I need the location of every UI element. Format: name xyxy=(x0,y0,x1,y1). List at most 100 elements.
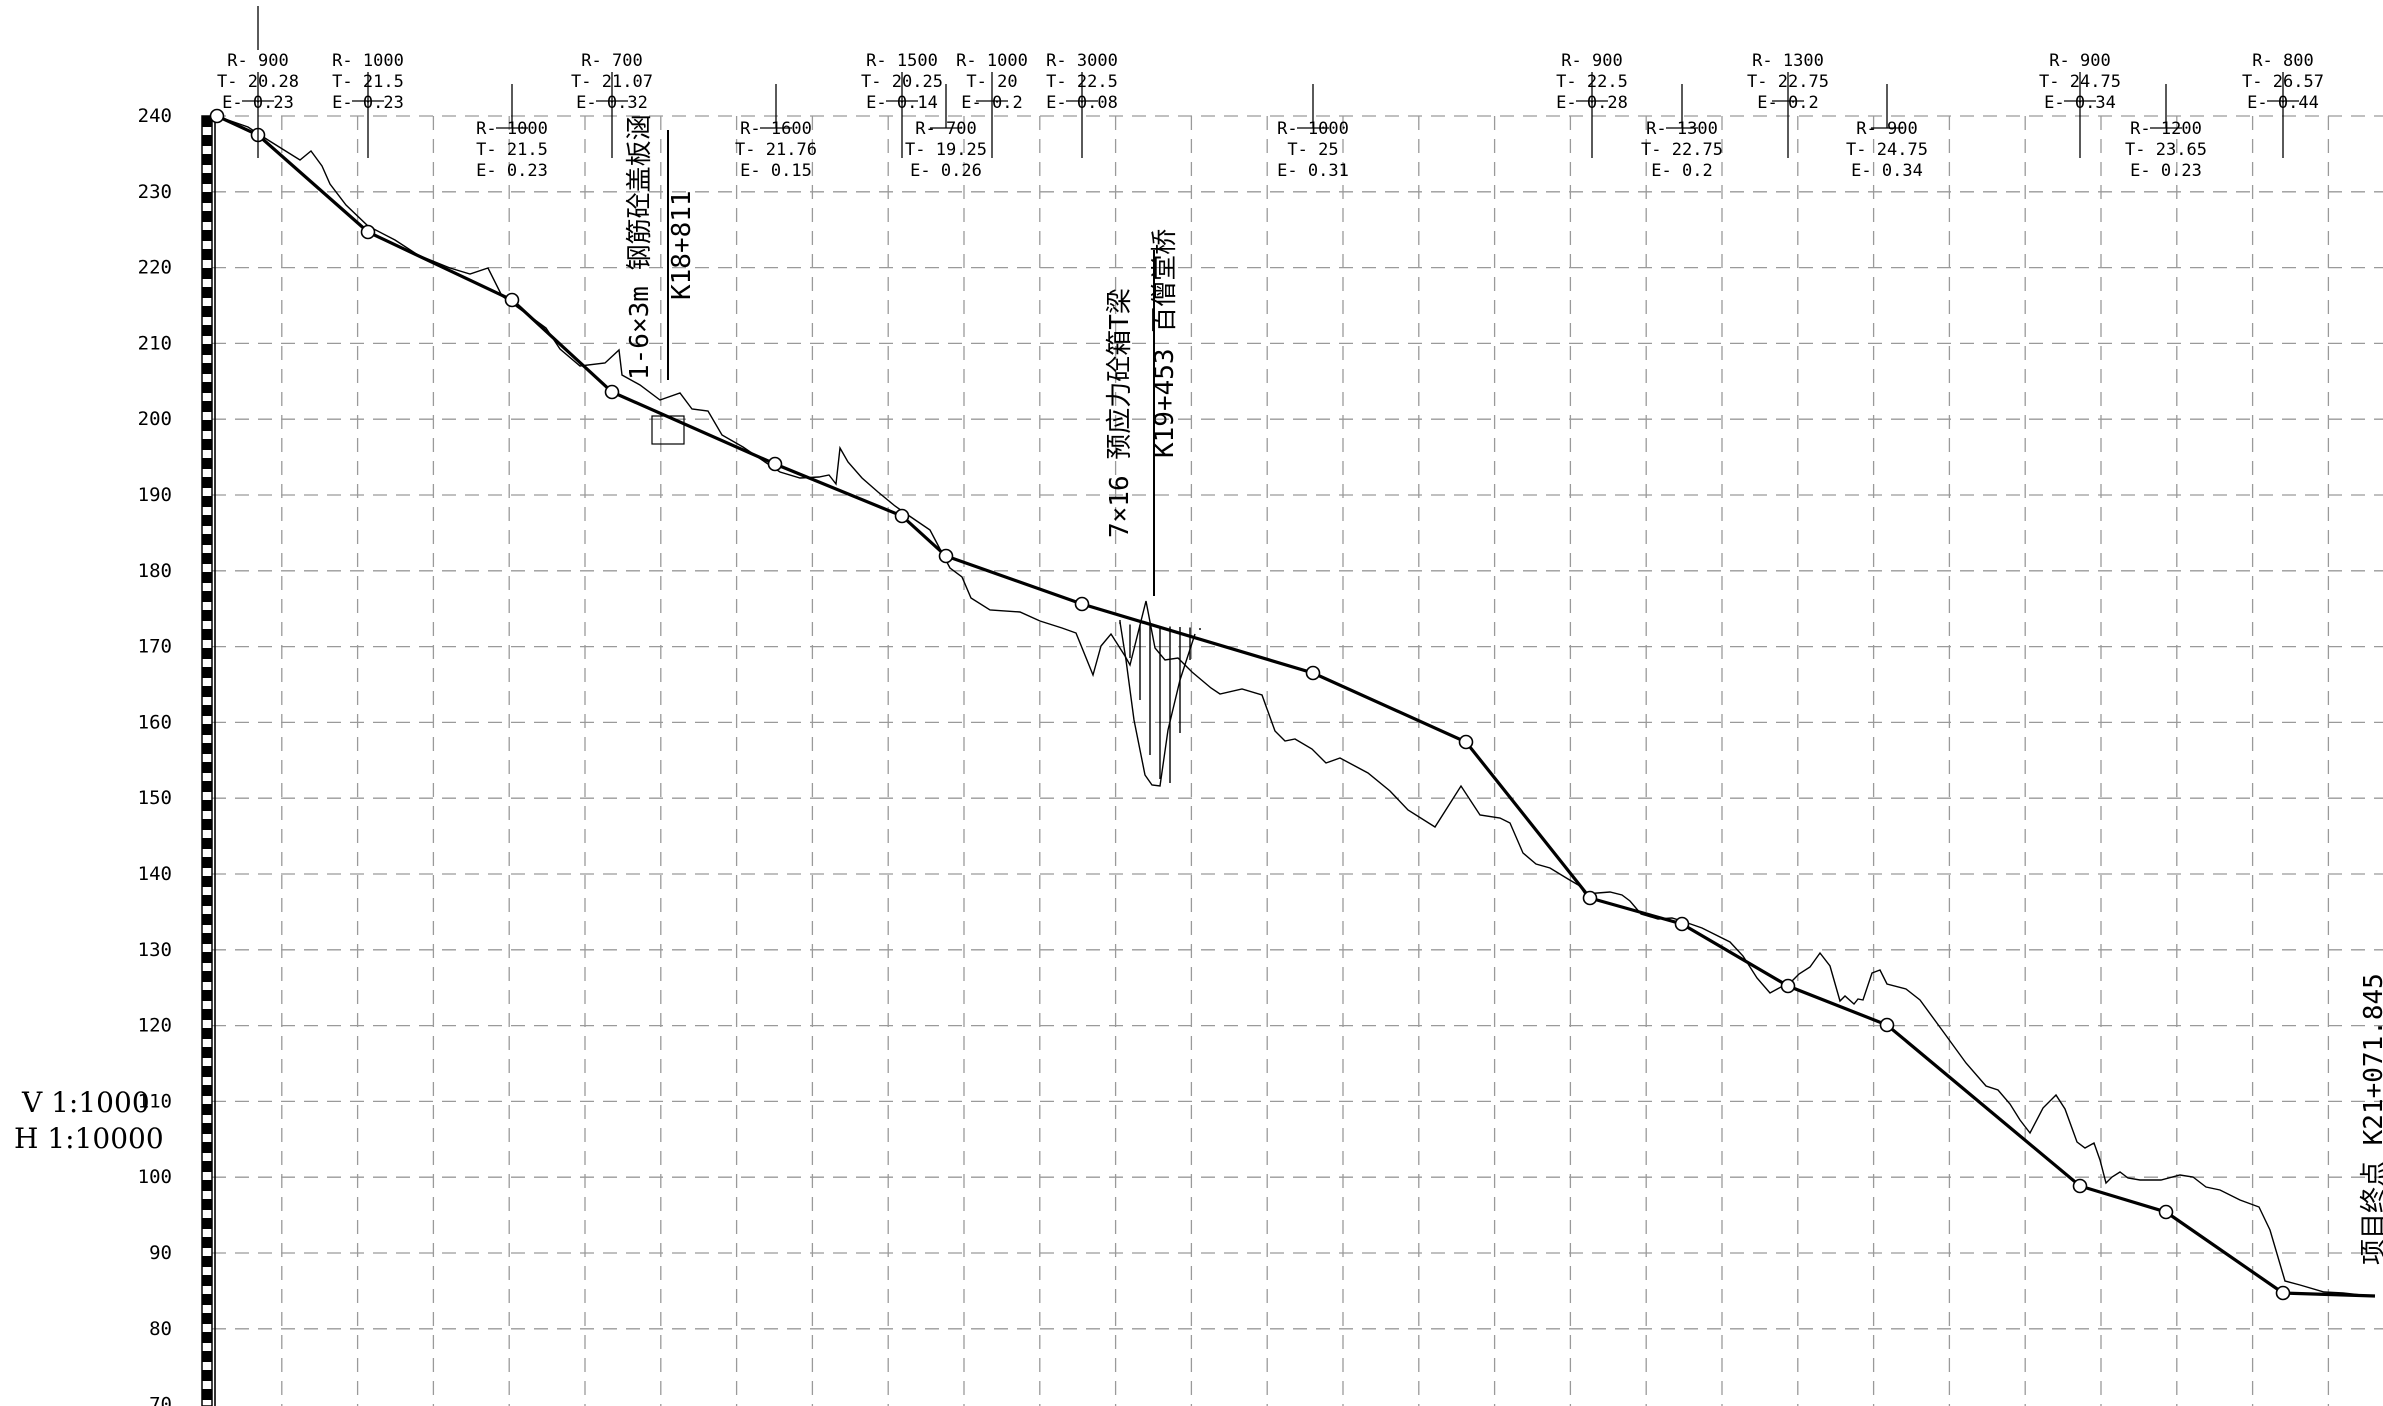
axis-bar-dash xyxy=(202,268,212,279)
curve-param-r: R- 3000 xyxy=(1046,51,1118,71)
curve-param-t: T- 19.25 xyxy=(905,140,987,160)
curve-param-e: E- 0.2 xyxy=(1651,161,1712,181)
axis-bar-dash xyxy=(202,781,212,792)
curve-param-r: R- 1000 xyxy=(956,51,1028,71)
axis-bar-dash xyxy=(202,1066,212,1077)
curve-param-t: T- 24.75 xyxy=(1846,140,1928,160)
curve-param-e: E- 0.26 xyxy=(910,161,982,181)
structure-label: 7×16 预应力砼箱T梁 K19+453 百僧堂桥 xyxy=(1105,229,1180,596)
curve-param-r: R- 900 xyxy=(2049,51,2110,71)
axis-bar-dash xyxy=(202,1332,212,1343)
pvi-point xyxy=(360,224,376,240)
pvi-point xyxy=(1674,916,1690,932)
curve-param-r: R- 1000 xyxy=(476,119,548,139)
elevation-tick-label: 200 xyxy=(138,408,172,430)
axis-bar-dash xyxy=(202,325,212,336)
axis-bar-dash xyxy=(202,572,212,583)
axis-bar-dash xyxy=(202,306,212,317)
curve-param-e: E- 0.31 xyxy=(1277,161,1349,181)
elevation-tick-label: 90 xyxy=(149,1242,172,1264)
curve-param-t: T- 23.65 xyxy=(2125,140,2207,160)
curve-param-r: R- 1300 xyxy=(1646,119,1718,139)
pvi-point xyxy=(1305,665,1321,681)
axis-bar-dash xyxy=(202,1104,212,1115)
axis-bar-dash xyxy=(202,724,212,735)
axis-bar-dash xyxy=(202,1370,212,1381)
elevation-tick-label: 100 xyxy=(138,1166,172,1188)
axis-bar-dash xyxy=(202,667,212,678)
curve-param-r: R- 800 xyxy=(2252,51,2313,71)
curve-param-r: R- 1600 xyxy=(740,119,812,139)
axis-bar-dash xyxy=(202,914,212,925)
axis-bar-dash xyxy=(202,1218,212,1229)
pvi-point xyxy=(1582,890,1598,906)
axis-bar-dash xyxy=(202,990,212,1001)
axis-bar-dash xyxy=(202,800,212,811)
structure-label: 1-6×3m 钢筋砼盖板涵 K18+811 xyxy=(625,114,697,380)
axis-bar-dash xyxy=(202,173,212,184)
pvi-point xyxy=(1879,1017,1895,1033)
curve-param-t: T- 21.76 xyxy=(735,140,817,160)
curve-param-r: R- 900 xyxy=(1856,119,1917,139)
axis-bar-dash xyxy=(202,515,212,526)
axis-bar-dash xyxy=(202,192,212,203)
horizontal-scale-label: H 1:10000 xyxy=(14,1122,164,1155)
axis-bar-dash xyxy=(202,382,212,393)
axis-bar-dash xyxy=(202,534,212,545)
curve-param-e: E- 0.34 xyxy=(1851,161,1923,181)
axis-bar-dash xyxy=(202,1047,212,1058)
elevation-tick-label: 130 xyxy=(138,939,172,961)
axis-bar-dash xyxy=(202,819,212,830)
curve-param-r: R- 1200 xyxy=(2130,119,2202,139)
axis-bar-dash xyxy=(202,1085,212,1096)
axis-bar-dash xyxy=(202,762,212,773)
axis-bar-dash xyxy=(202,1256,212,1267)
curve-param-r: R- 700 xyxy=(581,51,642,71)
vertical-scale-label: V 1:1000 xyxy=(21,1086,150,1119)
pvi-point xyxy=(767,456,783,472)
elevation-tick-label: 80 xyxy=(149,1318,172,1340)
axis-bar-dash xyxy=(202,116,212,127)
axis-bar-dash xyxy=(202,154,212,165)
pvi-point xyxy=(2275,1285,2291,1301)
elevation-tick-label: 70 xyxy=(149,1394,172,1406)
project-endpoint-label: 项目终点 K21+071.845 xyxy=(2359,973,2383,1265)
elevation-tick-label: 190 xyxy=(138,484,172,506)
axis-bar-dash xyxy=(202,1009,212,1020)
pvi-point xyxy=(604,384,620,400)
axis-bar-dash xyxy=(202,971,212,982)
axis-bar-dash xyxy=(202,211,212,222)
axis-bar-dash xyxy=(202,249,212,260)
curve-param-r: R- 900 xyxy=(1561,51,1622,71)
bridge-valley-outline xyxy=(1119,621,1196,787)
axis-bar-dash xyxy=(202,895,212,906)
axis-bar-dash xyxy=(202,1351,212,1362)
elevation-axis: 240 230 220 210 200 190 180 170 160 150 140 130 120 1… xyxy=(138,105,216,1406)
curve-param-t: T- 21.5 xyxy=(476,140,548,160)
elevation-tick-label: 120 xyxy=(138,1015,172,1037)
structure-name: 7×16 预应力砼箱T梁 xyxy=(1105,288,1135,538)
axis-bar-dash xyxy=(202,1142,212,1153)
axis-bar-dash xyxy=(202,553,212,564)
axis-bar-dash xyxy=(202,743,212,754)
pvi-point xyxy=(1074,596,1090,612)
curve-param-r: R- 700 xyxy=(915,119,976,139)
grid-lines xyxy=(205,115,2383,1406)
structure-station: K19+453 百僧堂桥 xyxy=(1150,229,1180,458)
design-grade-layer xyxy=(209,108,2376,1301)
elevation-tick-label: 150 xyxy=(138,787,172,809)
